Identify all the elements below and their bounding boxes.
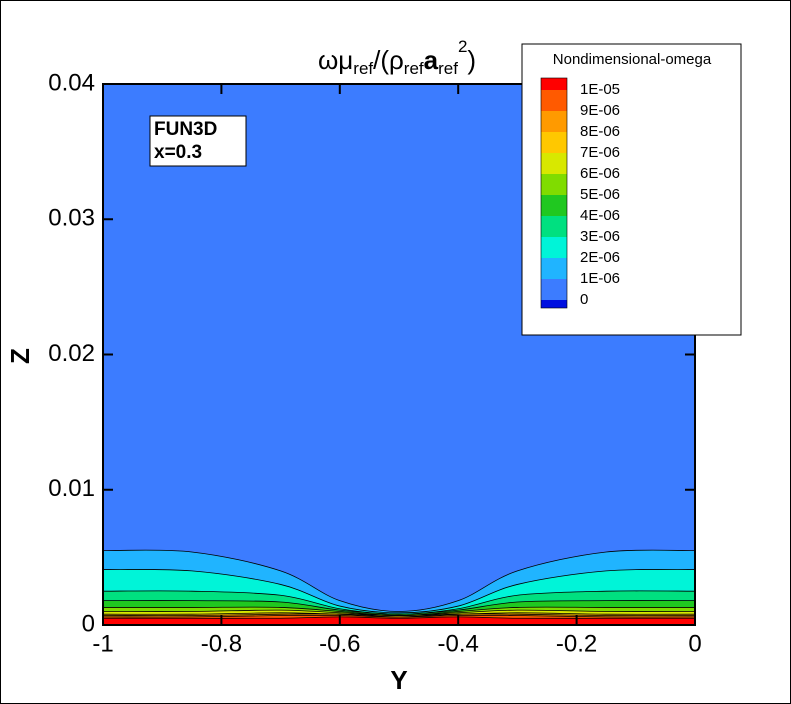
title-part: /(ρ (373, 45, 404, 75)
legend-label: 4E-06 (580, 207, 620, 224)
title-part: ωμ (318, 45, 353, 75)
y-tick-label: 0.01 (48, 475, 95, 502)
legend-swatch (541, 279, 567, 300)
legend-label: 1E-06 (580, 270, 620, 287)
y-axis-label: Z (5, 348, 35, 364)
legend-label: 0 (580, 291, 588, 308)
legend-swatch (541, 78, 567, 90)
legend-label: 7E-06 (580, 144, 620, 161)
contour-line (103, 606, 695, 616)
chart-title: ωμref/(ρrefaref2) (318, 37, 476, 78)
legend-swatch (541, 237, 567, 258)
annotation: FUN3D (154, 119, 217, 140)
legend-swatch (541, 90, 567, 111)
x-tick-label: -1 (92, 630, 113, 657)
x-tick-label: 0 (688, 630, 701, 657)
contour-band (103, 616, 695, 625)
legend-title: Nondimensional-omega (553, 51, 712, 68)
legend-label: 9E-06 (580, 102, 620, 119)
x-tick-label: -0.6 (319, 630, 360, 657)
contour-line (102, 613, 696, 618)
legend-swatch (541, 132, 567, 153)
contour-line (102, 590, 696, 615)
legend-swatch (541, 258, 567, 279)
legend-label: 8E-06 (580, 123, 620, 140)
legend-swatch (541, 300, 567, 308)
title-part: ref (404, 59, 424, 78)
contour-line (102, 549, 696, 612)
y-tick-label: 0.04 (48, 69, 95, 96)
legend-label: 2E-06 (580, 249, 620, 266)
annotation-box (149, 115, 247, 167)
x-axis-label: Y (390, 665, 407, 695)
legend-label: 6E-06 (580, 165, 620, 182)
legend-swatch-border (540, 77, 568, 309)
plot-area (102, 84, 696, 625)
legend-swatch (541, 195, 567, 216)
annotation: x=0.3 (154, 142, 202, 163)
legend-label: 1E-05 (580, 81, 620, 98)
legend-label: 3E-06 (580, 228, 620, 245)
contour-line (102, 568, 696, 614)
legend-swatch (541, 111, 567, 132)
title-part: ref (353, 59, 373, 78)
x-tick-label: -0.2 (556, 630, 597, 657)
legend-swatch (541, 153, 567, 174)
legend-swatch (541, 216, 567, 237)
title-part: a (424, 45, 439, 75)
x-tick-label: -0.4 (438, 630, 479, 657)
legend-swatch (541, 174, 567, 195)
y-tick-label: 0 (82, 610, 95, 637)
y-tick-label: 0.02 (48, 340, 95, 367)
title-part: 2 (458, 37, 467, 56)
x-tick-label: -0.8 (201, 630, 242, 657)
legend: Nondimensional-omega 1E-05 9E-06 8E-06 7E-06… (521, 43, 742, 336)
y-tick-label: 0.03 (48, 205, 95, 232)
title-part: ) (467, 45, 476, 75)
contour-line (103, 616, 695, 619)
title-part: ref (438, 59, 458, 78)
legend-label: 5E-06 (580, 186, 620, 203)
